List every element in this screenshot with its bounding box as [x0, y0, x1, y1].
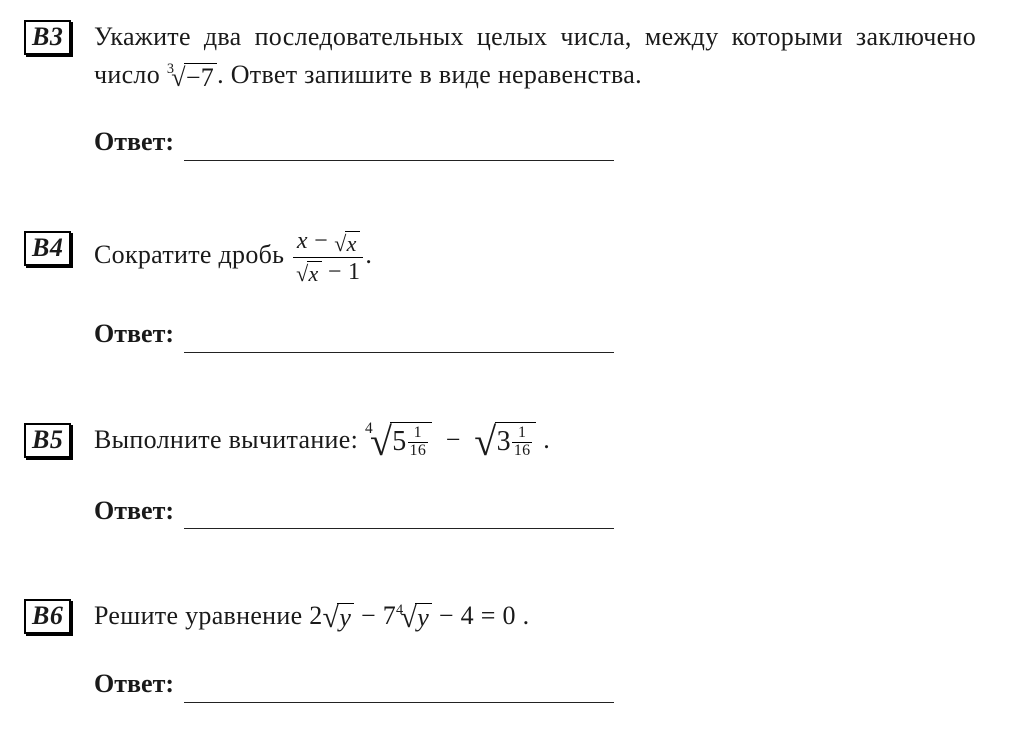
radical-icon: √	[474, 422, 496, 462]
math-expression: 4 √ 5116 − √	[365, 425, 543, 454]
answer-label: Ответ:	[94, 665, 174, 703]
problem-b5: B5 Выполните вычитание: 4 √ 5116	[24, 421, 976, 538]
answer-blank[interactable]	[184, 673, 614, 703]
prompt-post: .	[543, 425, 550, 454]
prompt-pre: Сократите дробь	[94, 240, 291, 269]
problem-b6: B6 Решите уравнение 2 √ y − 7 4	[24, 597, 976, 710]
radical-icon: √	[370, 422, 392, 462]
prompt-post: .	[365, 240, 372, 269]
answer-row: Ответ:	[94, 665, 976, 703]
prompt-post: . Ответ запишите в виде неравенства.	[217, 60, 642, 89]
answer-label: Ответ:	[94, 123, 174, 161]
answer-label: Ответ:	[94, 492, 174, 530]
problem-b3: B3 Укажите два последовательных целых чи…	[24, 18, 976, 169]
prompt-pre: Выполните вычитание:	[94, 425, 365, 454]
answer-blank[interactable]	[184, 131, 614, 161]
worksheet-page: B3 Укажите два последовательных целых чи…	[0, 0, 1024, 739]
problem-id-badge: B4	[24, 231, 71, 266]
answer-label: Ответ:	[94, 315, 174, 353]
answer-row: Ответ:	[94, 492, 976, 530]
problem-id-badge: B3	[24, 20, 71, 55]
problem-id-badge: B5	[24, 423, 71, 458]
answer-blank[interactable]	[184, 323, 614, 353]
answer-blank[interactable]	[184, 500, 614, 530]
prompt-pre: Решите уравнение	[94, 601, 309, 630]
problem-text: Укажите два последовательных целых числа…	[94, 18, 976, 93]
problem-b4: B4 Сократите дробь x − √x √x − 1 . От	[24, 229, 976, 361]
answer-row: Ответ:	[94, 123, 976, 161]
math-fraction: x − √x √x − 1	[291, 229, 365, 285]
answer-row: Ответ:	[94, 315, 976, 353]
problem-text: Решите уравнение 2 √ y − 7 4 √ y	[94, 597, 976, 635]
problem-text: Сократите дробь x − √x √x − 1 .	[94, 229, 976, 285]
prompt-post: .	[523, 601, 530, 630]
problem-text: Выполните вычитание: 4 √ 5116 −	[94, 421, 976, 462]
math-equation: 2 √ y − 7 4 √ y − 4 = 0	[309, 601, 522, 630]
math-cuberoot: 3 √ −7	[167, 63, 217, 91]
problem-id-badge: B6	[24, 599, 71, 634]
